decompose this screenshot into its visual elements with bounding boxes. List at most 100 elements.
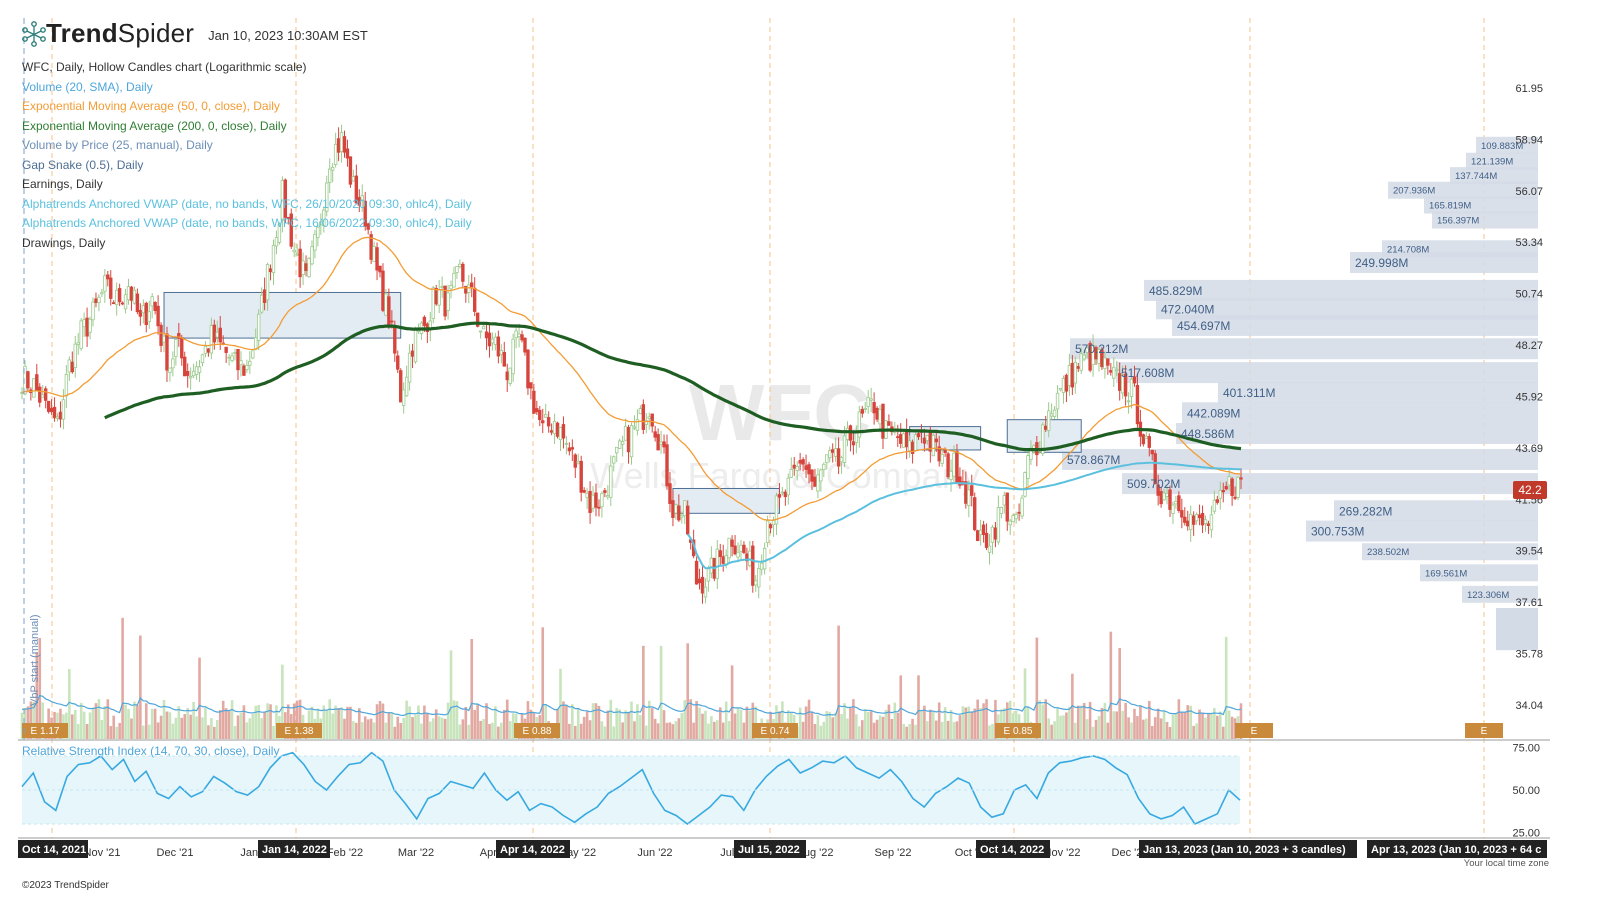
volume-bar	[985, 699, 988, 739]
legend-item[interactable]: Drawings, Daily	[22, 235, 106, 250]
volume-bar	[576, 708, 580, 739]
candle-body	[739, 544, 743, 552]
volume-bar	[911, 718, 914, 739]
candle-body	[839, 457, 844, 463]
volume-bar	[1044, 699, 1048, 739]
candle-body	[810, 469, 814, 482]
candle-body	[316, 226, 320, 238]
volume-bar	[727, 721, 731, 739]
volume-bar	[955, 721, 959, 739]
candle-body	[342, 136, 347, 153]
volume-bar	[147, 724, 151, 739]
earnings-marker	[276, 723, 322, 738]
volume-bar	[254, 705, 258, 739]
legend-item[interactable]: Alphatrends Anchored VWAP (date, no band…	[22, 216, 472, 230]
earnings-markers: E 1.17 E 1.38 E 0.88 E 0.74 E 0.85 E E	[22, 723, 1503, 738]
vbp-label: 137.744M	[1455, 171, 1497, 182]
candle-body	[265, 264, 270, 301]
candle-body	[819, 469, 823, 482]
volume-bar	[659, 645, 663, 739]
volume-bar	[434, 709, 438, 739]
volume-bar	[994, 699, 997, 739]
candle-body	[97, 296, 101, 303]
volume-bar	[662, 710, 666, 739]
candle-body	[150, 296, 154, 307]
volume-bar	[979, 708, 982, 739]
candle-body	[218, 327, 222, 343]
candle-body	[85, 317, 89, 337]
volume-bar	[665, 722, 669, 739]
legend-item[interactable]: Gap Snake (0.5), Daily	[22, 157, 144, 172]
volume-bar	[801, 721, 805, 739]
candle-body	[245, 365, 249, 370]
candle-body	[310, 246, 314, 265]
candle-body	[709, 557, 714, 574]
volume-bar	[1097, 716, 1101, 739]
volume-bar	[248, 718, 252, 739]
volume-bar	[825, 711, 829, 739]
candle-body	[1215, 499, 1220, 503]
volume-bar	[378, 701, 382, 739]
candle-body	[144, 302, 148, 326]
volume-bar	[748, 710, 752, 739]
candle-body	[70, 361, 74, 373]
candle-body	[1115, 368, 1119, 371]
volume-bar	[804, 706, 808, 739]
candle-body	[446, 292, 450, 311]
volume-bar	[1145, 718, 1148, 739]
vbp-bar	[1424, 196, 1538, 214]
candle-body	[396, 355, 400, 370]
candle-body	[153, 302, 157, 312]
volume-bar	[621, 722, 624, 739]
volume-bar	[420, 723, 423, 739]
candle-body	[748, 550, 752, 567]
vbp-bar	[1466, 152, 1538, 170]
volume-bar	[399, 722, 403, 739]
volume-bar	[1076, 705, 1080, 739]
legend-item[interactable]: Earnings, Daily	[22, 177, 103, 191]
candle-body	[644, 420, 648, 425]
vbp-label: 109.883M	[1481, 141, 1523, 152]
volume-bar	[363, 716, 367, 739]
candle-body	[697, 578, 702, 584]
volume-bar	[482, 718, 485, 739]
volume-bar	[716, 720, 719, 739]
candle-body	[360, 195, 364, 202]
legend-item[interactable]: Volume (20, SMA), Daily	[22, 79, 153, 94]
legend-item[interactable]: Exponential Moving Average (200, 0, clos…	[22, 118, 287, 133]
candle-body	[390, 320, 394, 323]
candle-body	[585, 492, 589, 498]
volume-bar	[736, 707, 740, 739]
legend-item[interactable]: Alphatrends Anchored VWAP (date, no band…	[22, 196, 472, 211]
candle-body	[168, 367, 172, 373]
candle-body	[1020, 497, 1024, 517]
candle-body	[567, 447, 572, 452]
volume-bar	[1038, 700, 1042, 739]
candle-body	[413, 329, 418, 363]
volume-bar	[180, 717, 184, 739]
volume-bar	[446, 702, 450, 739]
legend-item[interactable]: Volume by Price (25, manual), Daily	[22, 138, 213, 152]
candle-body	[573, 454, 577, 468]
candle-body	[582, 490, 586, 493]
candle-body	[407, 352, 412, 383]
volume-bar	[597, 705, 601, 739]
candle-body	[851, 441, 856, 446]
volume-bar	[97, 699, 101, 739]
volume-bar	[636, 704, 639, 739]
volume-bar	[899, 675, 903, 739]
date-marker	[496, 840, 570, 858]
volume-bar	[189, 714, 192, 739]
candle-body	[366, 223, 370, 230]
earnings-marker	[514, 723, 560, 738]
volume-bar	[902, 724, 906, 739]
candle-body	[470, 282, 474, 288]
volume-bar	[866, 711, 870, 739]
legend-item[interactable]: Exponential Moving Average (50, 0, close…	[22, 99, 280, 113]
legend-item[interactable]: WFC, Daily, Hollow Candles chart (Logari…	[22, 60, 307, 74]
volume-bar	[1198, 709, 1201, 739]
volume-bar	[502, 709, 506, 739]
price-axis[interactable]: 61.95 58.94 56.07 53.34 50.74 48.27 45.92 43.69…	[1515, 83, 1543, 712]
candle-body	[313, 233, 317, 251]
